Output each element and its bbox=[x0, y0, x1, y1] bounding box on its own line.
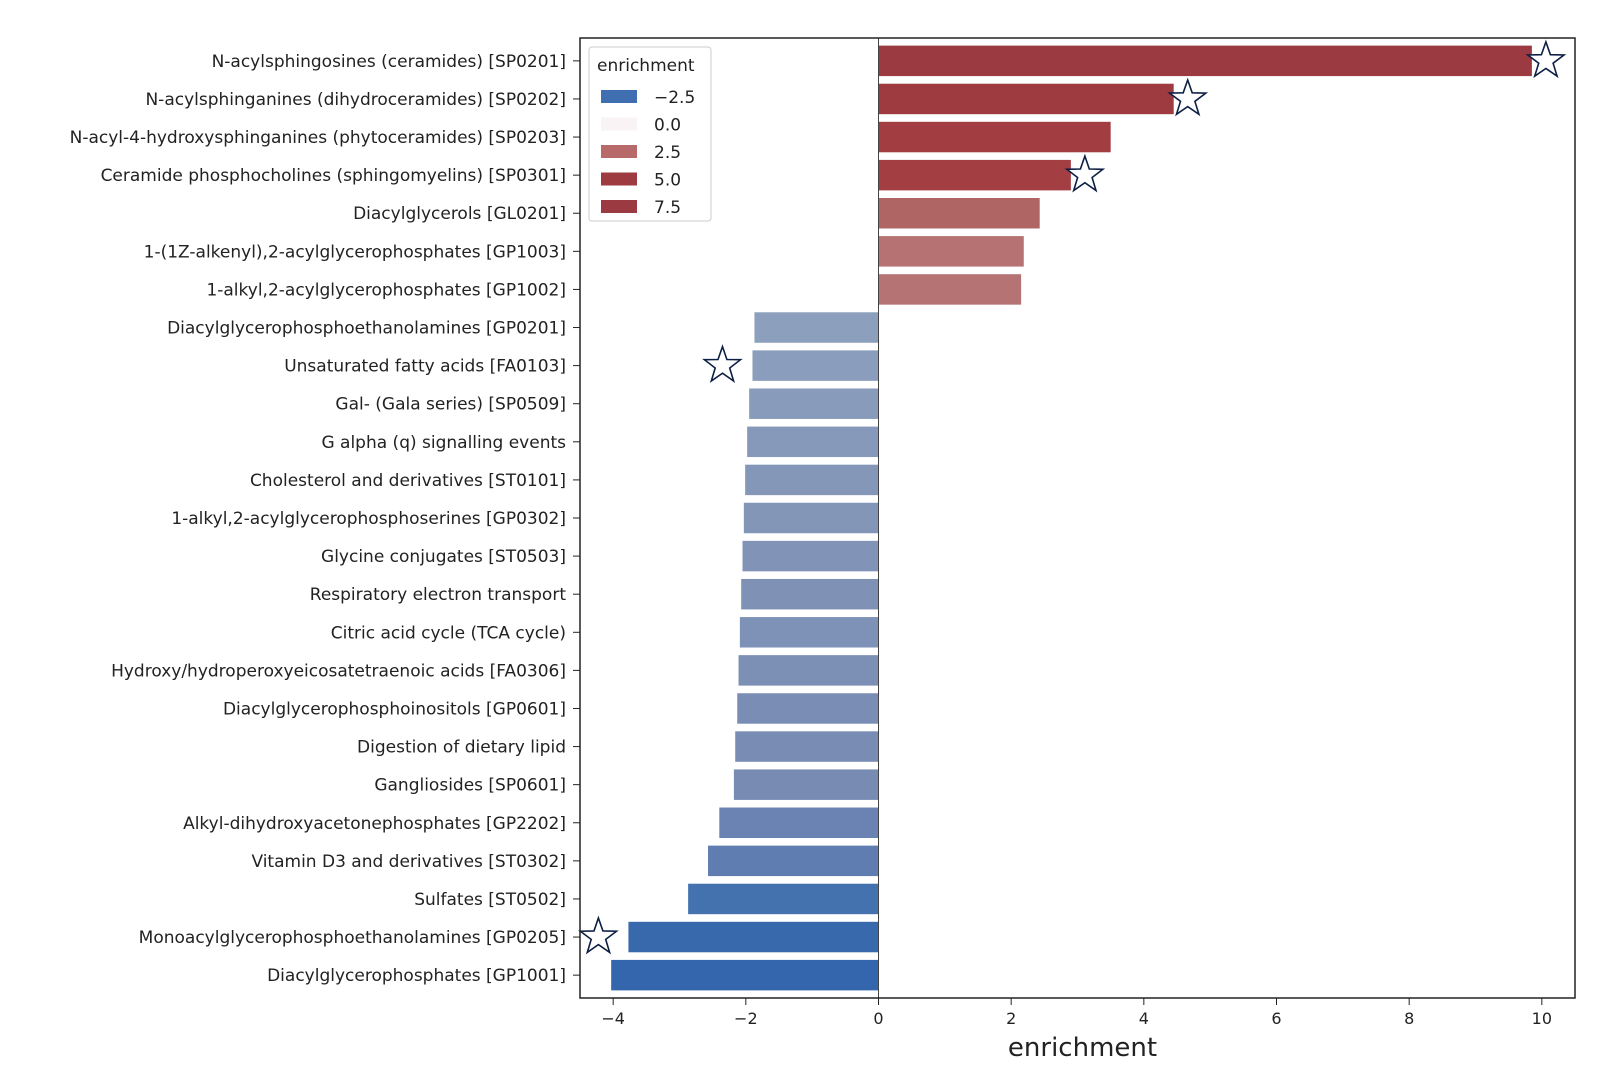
bar-21 bbox=[708, 845, 879, 877]
y-tick-label-6: 1-alkyl,2-acylglycerophosphates [GP1002] bbox=[206, 280, 566, 300]
y-tick-label-1: N-acylsphinganines (dihydroceramides) [S… bbox=[145, 90, 566, 110]
x-tick-label-4: 4 bbox=[1139, 1009, 1149, 1028]
legend-swatch-3 bbox=[601, 172, 637, 186]
bar-6 bbox=[878, 274, 1022, 305]
bar-4 bbox=[878, 198, 1040, 229]
legend-entries: −2.5 0.0 2.5 5.0 7.5 bbox=[601, 88, 695, 218]
x-axis-title: enrichment bbox=[1008, 1033, 1157, 1063]
bar-0 bbox=[878, 45, 1532, 77]
x-tick-label-3: 2 bbox=[1006, 1009, 1016, 1028]
y-tick-label-3: Ceramide phosphocholines (sphingomyelins… bbox=[101, 166, 566, 186]
x-tick-label-7: 10 bbox=[1532, 1009, 1552, 1028]
y-tick-label-13: Glycine conjugates [ST0503] bbox=[321, 547, 566, 567]
y-tick-label-10: G alpha (q) signalling events bbox=[321, 433, 566, 453]
y-tick-label-20: Alkyl-dihydroxyacetonephosphates [GP2202… bbox=[183, 814, 566, 834]
significance-star-3 bbox=[1064, 153, 1106, 193]
legend-label-1: 0.0 bbox=[654, 116, 681, 136]
bar-7 bbox=[754, 312, 879, 343]
bar-14 bbox=[741, 578, 879, 610]
y-tick-label-7: Diacylglycerophosphoethanolamines [GP020… bbox=[167, 319, 566, 339]
bar-19 bbox=[733, 769, 879, 800]
legend-label-3: 5.0 bbox=[654, 171, 681, 191]
y-tick-label-16: Hydroxy/hydroperoxyeicosatetraenoic acid… bbox=[111, 661, 566, 681]
x-tick-label-0: −4 bbox=[601, 1009, 625, 1028]
y-tick-label-14: Respiratory electron transport bbox=[310, 585, 567, 605]
y-tick-label-0: N-acylsphingosines (ceramides) [SP0201] bbox=[212, 52, 566, 72]
y-tick-label-2: N-acyl-4-hydroxysphinganines (phytoceram… bbox=[70, 128, 566, 148]
legend-swatch-0 bbox=[601, 90, 637, 103]
bar-3 bbox=[878, 159, 1071, 191]
bar-13 bbox=[742, 540, 879, 572]
bar-16 bbox=[738, 655, 879, 686]
bar-11 bbox=[745, 464, 879, 496]
bar-5 bbox=[878, 236, 1024, 267]
legend-swatch-1 bbox=[601, 117, 637, 131]
bar-8 bbox=[752, 350, 879, 381]
y-tick-label-23: Monoacylglycerophosphoethanolamines [GP0… bbox=[139, 928, 566, 948]
legend-swatch-4 bbox=[601, 200, 637, 213]
x-tick-label-2: 0 bbox=[873, 1009, 883, 1028]
legend: enrichment −2.5 0.0 2.5 5.0 7.5 bbox=[588, 46, 712, 222]
bar-17 bbox=[737, 693, 879, 724]
significance-star-0 bbox=[1525, 39, 1567, 79]
y-tick-label-19: Gangliosides [SP0601] bbox=[374, 776, 566, 796]
y-tick-label-5: 1-(1Z-alkenyl),2-acylglycerophosphates [… bbox=[144, 242, 566, 262]
y-tick-label-15: Citric acid cycle (TCA cycle) bbox=[331, 623, 566, 643]
bar-12 bbox=[743, 502, 879, 534]
x-tick-label-5: 6 bbox=[1271, 1009, 1281, 1028]
bars-layer bbox=[611, 45, 1532, 991]
y-tick-label-9: Gal- (Gala series) [SP0509] bbox=[335, 395, 566, 415]
bar-23 bbox=[628, 921, 879, 953]
bar-24 bbox=[611, 959, 879, 991]
legend-swatch-2 bbox=[601, 145, 637, 158]
y-tick-label-4: Diacylglycerols [GL0201] bbox=[353, 204, 566, 224]
x-tick-label-6: 8 bbox=[1404, 1009, 1414, 1028]
y-tick-label-18: Digestion of dietary lipid bbox=[357, 738, 566, 758]
x-tick-label-1: −2 bbox=[734, 1009, 758, 1028]
y-tick-label-17: Diacylglycerophosphoinositols [GP0601] bbox=[223, 699, 566, 719]
bar-22 bbox=[688, 883, 879, 915]
significance-stars-layer bbox=[578, 39, 1567, 955]
bar-2 bbox=[878, 121, 1111, 153]
y-tick-label-24: Diacylglycerophosphates [GP1001] bbox=[267, 966, 566, 986]
bar-20 bbox=[719, 807, 879, 838]
y-tick-label-12: 1-alkyl,2-acylglycerophosphoserines [GP0… bbox=[171, 509, 566, 529]
y-tick-label-11: Cholesterol and derivatives [ST0101] bbox=[250, 471, 566, 491]
legend-label-0: −2.5 bbox=[654, 88, 695, 108]
bar-18 bbox=[735, 731, 879, 762]
legend-title: enrichment bbox=[597, 56, 695, 76]
significance-star-1 bbox=[1167, 77, 1209, 117]
bar-10 bbox=[747, 426, 879, 458]
significance-star-8 bbox=[702, 344, 743, 383]
y-axis-ticks: N-acylsphingosines (ceramides) [SP0201] N… bbox=[70, 52, 580, 986]
bar-9 bbox=[749, 388, 879, 419]
y-tick-label-21: Vitamin D3 and derivatives [ST0302] bbox=[251, 852, 566, 872]
y-tick-label-22: Sulfates [ST0502] bbox=[414, 890, 566, 910]
bar-1 bbox=[878, 83, 1174, 115]
legend-label-4: 7.5 bbox=[654, 198, 681, 218]
legend-label-2: 2.5 bbox=[654, 143, 681, 163]
x-axis-ticks: −4 −2 0 2 4 6 8 10 bbox=[601, 998, 1552, 1028]
y-tick-label-8: Unsaturated fatty acids [FA0103] bbox=[284, 357, 566, 377]
bar-15 bbox=[739, 617, 879, 648]
significance-star-23 bbox=[578, 915, 619, 955]
